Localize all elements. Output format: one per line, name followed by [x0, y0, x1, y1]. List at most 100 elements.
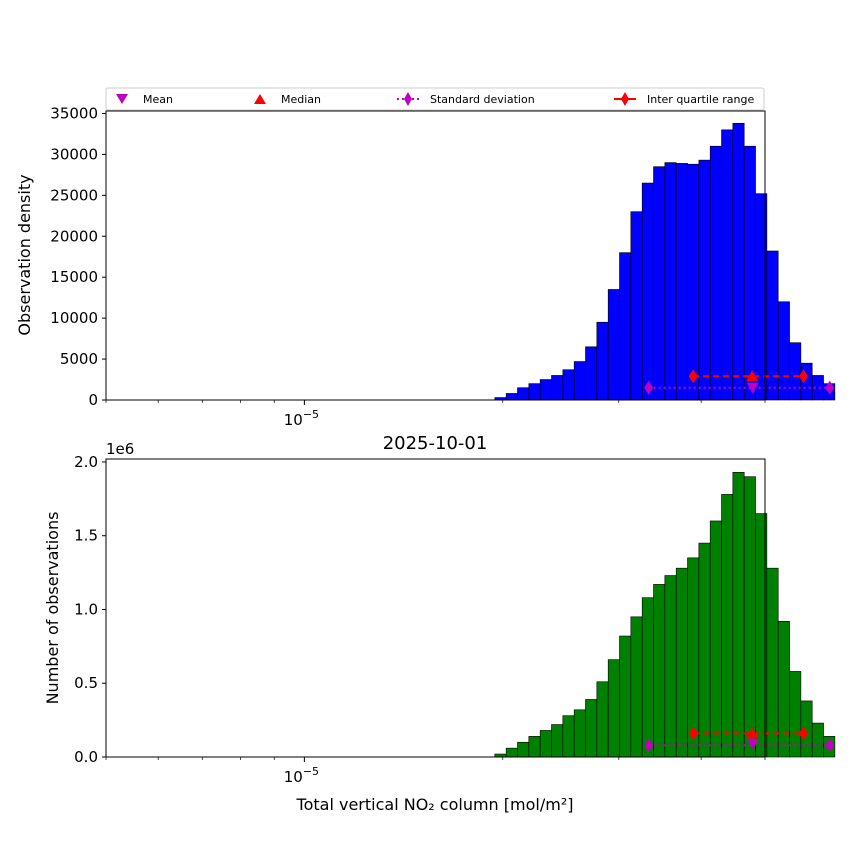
density-bar	[789, 342, 802, 401]
median-marker	[746, 727, 759, 739]
density-bar	[698, 159, 711, 401]
density-bar	[675, 163, 688, 401]
x-tick-label: 10−5	[284, 765, 319, 786]
counts-bar	[562, 715, 575, 758]
legend-label-mean: Mean	[143, 93, 173, 106]
density-bar	[551, 375, 564, 401]
iqr-diamond-marker	[688, 369, 698, 384]
median-marker	[746, 370, 759, 382]
y-tick-label: 0	[88, 391, 98, 409]
legend-frame	[105, 87, 765, 111]
density-bar	[732, 122, 745, 401]
counts-bar	[811, 722, 824, 758]
counts-bar	[573, 709, 586, 758]
counts-bar	[585, 699, 598, 758]
counts-bar	[517, 741, 530, 758]
legend-entry-median: Median	[254, 93, 321, 106]
std-diamond-icon	[404, 92, 412, 106]
density-bar	[573, 361, 586, 401]
counts-xlabel: Total vertical NO₂ column [mol/m²]	[296, 795, 574, 814]
density-bar	[721, 129, 734, 401]
iqr-diamond-icon	[621, 92, 629, 106]
counts-bars	[494, 471, 836, 758]
density-bar	[777, 301, 790, 401]
counts-bar	[766, 567, 779, 758]
density-bar	[709, 145, 722, 401]
counts-bar	[630, 616, 643, 758]
y-tick-label: 2.0	[74, 453, 98, 471]
density-bar	[687, 163, 700, 401]
counts-bar	[596, 681, 609, 758]
density-statistics	[644, 369, 835, 395]
counts-bar	[664, 575, 677, 758]
counts-bar	[619, 635, 632, 758]
density-bar	[664, 162, 677, 401]
y-tick-label: 5000	[60, 350, 98, 368]
density-bar	[607, 289, 620, 401]
density-axes: 0 5000 10000 15000 20000 25000 30000 35000 10−5…	[15, 104, 836, 429]
std-diamond-marker	[825, 380, 835, 395]
median-marker-icon	[254, 94, 266, 104]
density-bar	[517, 387, 530, 401]
std-diamond-marker	[644, 738, 654, 753]
density-x-ticks: 10−510−4	[105, 400, 766, 429]
counts-bar	[789, 671, 802, 758]
mean-marker	[746, 382, 759, 394]
counts-bar	[505, 747, 518, 758]
density-bar	[505, 393, 518, 401]
mean-marker	[746, 738, 759, 750]
legend-label-median: Median	[281, 93, 321, 106]
counts-bar	[675, 567, 688, 758]
legend-entry-iqr: Inter quartile range	[614, 92, 754, 106]
density-axes-frame	[105, 110, 766, 401]
counts-y-ticks: 0.0 0.5 1.0 1.5 2.0	[74, 453, 106, 766]
y-tick-label: 1.0	[74, 600, 98, 618]
density-bar	[630, 211, 643, 401]
density-bar	[653, 166, 666, 401]
density-bar	[596, 321, 609, 401]
y-tick-label: 30000	[50, 145, 98, 163]
y-tick-label: 25000	[50, 186, 98, 204]
x-tick-label: 10−5	[284, 408, 319, 429]
counts-bar	[777, 620, 790, 758]
density-y-ticks: 0 5000 10000 15000 20000 25000 30000 35000	[50, 104, 106, 409]
counts-statistics	[644, 726, 835, 753]
counts-bar	[732, 471, 745, 758]
counts-bar	[528, 736, 541, 758]
mean-marker-icon	[116, 94, 128, 104]
legend-entry-std: Standard deviation	[397, 92, 535, 106]
counts-bar	[641, 597, 654, 758]
density-bar	[743, 145, 756, 401]
counts-bar	[721, 494, 734, 758]
counts-title: 2025-10-01	[383, 433, 488, 454]
density-bar	[585, 346, 598, 401]
density-bar	[528, 383, 541, 401]
counts-y-multiplier: 1e6	[106, 440, 134, 458]
density-ylabel: Observation density	[15, 174, 34, 335]
density-bar	[539, 379, 552, 401]
counts-bar	[551, 724, 564, 758]
counts-bar	[743, 476, 756, 758]
y-tick-label: 1.5	[74, 527, 98, 545]
iqr-diamond-marker	[799, 726, 809, 741]
density-bar	[766, 250, 779, 401]
counts-x-ticks: 10−510−4	[105, 757, 766, 786]
std-diamond-marker	[825, 738, 835, 753]
counts-bar	[607, 659, 620, 758]
legend: Mean Median Standard deviation Inter qua…	[105, 87, 765, 111]
y-tick-label: 15000	[50, 268, 98, 286]
y-tick-label: 0.5	[74, 674, 98, 692]
counts-bar	[698, 542, 711, 758]
legend-label-iqr: Inter quartile range	[647, 93, 754, 106]
density-bar	[641, 182, 654, 401]
counts-bar	[653, 584, 666, 758]
density-bar	[562, 369, 575, 401]
legend-entry-mean: Mean	[116, 93, 173, 106]
iqr-diamond-marker	[688, 726, 698, 741]
legend-label-std: Standard deviation	[430, 93, 535, 106]
y-tick-label: 35000	[50, 104, 98, 122]
counts-bar	[539, 730, 552, 758]
y-tick-label: 0.0	[74, 748, 98, 766]
counts-axes: 2025-10-01 1e6 0.00.51.01.52.0 10−510−4 …	[43, 433, 836, 814]
